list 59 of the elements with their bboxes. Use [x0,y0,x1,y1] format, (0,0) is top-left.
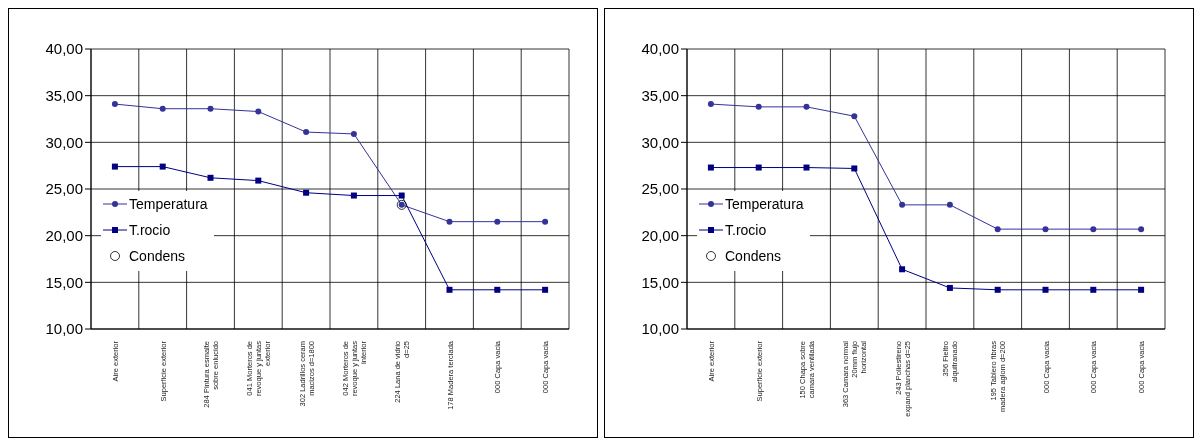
point [851,165,858,172]
y-tick-label: 25,00 [641,180,679,198]
y-tick-label: 35,00 [45,86,83,104]
point [755,103,762,110]
point [542,286,549,293]
point [446,218,453,225]
point [542,218,549,225]
point [994,286,1001,293]
point [398,192,405,199]
point [159,163,166,170]
y-tick-label: 10,00 [641,320,679,338]
point [207,105,214,112]
point [1042,286,1049,293]
point [899,201,906,208]
y-tick-label: 40,00 [45,40,83,58]
point [1090,226,1097,233]
y-tick-label: 15,00 [641,273,679,291]
point [350,192,357,199]
y-tick-label: 10,00 [45,320,83,338]
point [255,177,262,184]
legend-label: T.rocio [129,222,171,238]
point [494,286,501,293]
legend-label: Temperatura [725,196,804,212]
y-tick-label: 25,00 [45,180,83,198]
point [207,174,214,181]
y-tick-label: 30,00 [45,133,83,151]
point [803,103,810,110]
point [494,218,501,225]
legend-label: Condens [725,248,782,264]
legend-label: T.rocio [725,222,767,238]
point [350,130,357,137]
point [1138,226,1145,233]
legend-label: Temperatura [129,196,208,212]
y-tick-label: 30,00 [641,133,679,151]
point [159,105,166,112]
legend-label: Condens [129,248,186,264]
point [1090,286,1097,293]
point [994,226,1001,233]
point [1138,286,1145,293]
y-tick-label: 40,00 [641,40,679,58]
point [111,101,118,108]
point [803,164,810,171]
point [303,189,310,196]
y-tick-label: 20,00 [641,226,679,244]
point [755,164,762,171]
point [707,101,714,108]
point [899,266,906,273]
point [111,163,118,170]
point [303,129,310,136]
y-tick-label: 15,00 [45,273,83,291]
point [851,113,858,120]
point [946,284,953,291]
y-tick-label: 35,00 [641,86,679,104]
point [446,286,453,293]
point [946,201,953,208]
point [1042,226,1049,233]
point [707,164,714,171]
point [255,108,262,115]
y-tick-label: 20,00 [45,226,83,244]
